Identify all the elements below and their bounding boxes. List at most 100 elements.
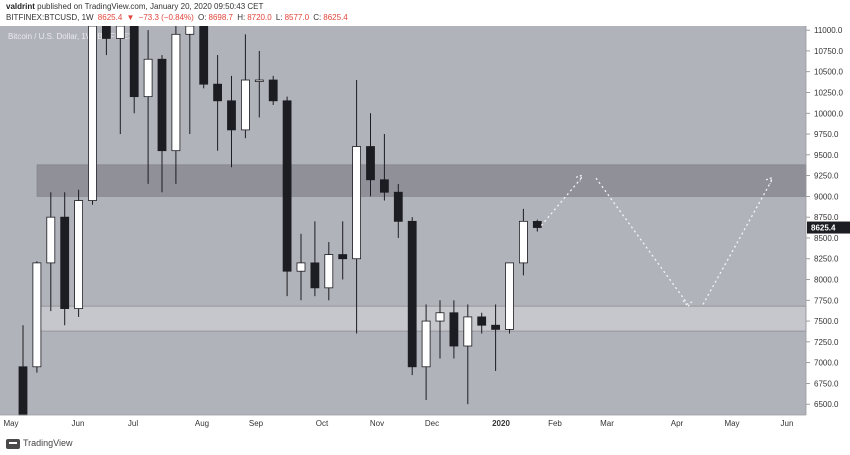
close-value: 8625.4 [323,13,348,22]
x-tick-label: May [724,419,739,428]
x-axis-band [0,415,850,433]
y-tick-label: 10250.0 [814,88,843,97]
projection-line [595,177,689,305]
high-value: 8720.0 [247,13,272,22]
x-tick-label: Oct [316,419,329,428]
y-tick-label: 7000.0 [814,359,839,368]
candle-body [282,100,292,272]
x-tick-label: Aug [195,419,209,428]
candle-body [310,262,320,289]
candle-body [115,25,125,39]
high-label: H: [237,13,246,22]
candle-body [227,100,236,131]
chart-title: Bitcoin / U.S. Dollar, 1W, BITFINEX [8,32,134,41]
open-label: O: [198,13,207,22]
candle-body [491,324,501,330]
candle-body [60,216,70,310]
x-tick-label: Jun [781,419,794,428]
last-price-tag [807,221,850,234]
candle-body [435,312,445,322]
plot-background [0,26,806,415]
candle-body [407,220,417,368]
candle-body [171,33,181,152]
y-tick-label: 9000.0 [814,192,839,201]
tradingview-logo-icon [6,438,20,449]
projection-line [540,176,583,226]
x-tick-label: Mar [600,419,614,428]
y-tick-label: 11000.0 [814,26,843,35]
candlestick-chart[interactable]: Bitcoin / U.S. Dollar, 1W, BITFINEX 6500.… [0,25,850,433]
y-tick-label: 6500.0 [814,400,839,409]
y-tick-label: 9250.0 [814,172,839,181]
candle-body [268,79,278,102]
candle-body [505,262,514,330]
candle-body [532,221,542,228]
chart-footer: TradingView [0,433,850,455]
support-zone [36,305,807,332]
x-tick-label: 2020 [492,419,510,428]
publish-info: published on TradingView.com, January 20… [37,2,264,11]
candle-body [379,179,389,193]
y-tick-label: 8750.0 [814,213,839,222]
y-tick-label: 10500.0 [814,68,843,77]
y-tick-label: 8250.0 [814,255,839,264]
candle-body [449,312,459,347]
candle-body [143,58,153,98]
x-tick-label: Nov [370,419,384,428]
candle-body [199,25,209,85]
x-tick-label: Feb [548,419,562,428]
x-tick-label: Apr [671,419,684,428]
candle-body [88,25,97,201]
close-label: C: [313,13,322,22]
y-tick-label: 9750.0 [814,130,839,139]
candle-body [185,25,195,35]
symbol-line: BITFINEX:BTCUSD, 1W 8625.4 ▼ −73.3 (−0.8… [6,13,350,22]
y-tick-label: 10000.0 [814,109,843,118]
y-tick-label: 10750.0 [814,47,843,56]
candle-body [393,191,403,222]
candle-body [32,262,42,368]
last-price: 8625.4 [97,13,123,22]
candle-body [352,146,362,260]
candle-body [240,79,250,131]
open-value: 8698.7 [208,13,233,22]
candle-body [338,254,348,260]
chart-area[interactable]: Bitcoin / U.S. Dollar, 1W, BITFINEX 6500.… [0,25,850,433]
y-axis-band [806,26,850,415]
y-tick-label: 8000.0 [814,276,839,285]
candle-body [324,254,334,289]
x-tick-label: Sep [249,419,264,428]
publish-line: valdrint published on TradingView.com, J… [6,2,263,11]
chart-header: valdrint published on TradingView.com, J… [0,0,850,26]
author-name[interactable]: valdrint [6,2,35,11]
last-price-tag-label: 8625.4 [811,224,836,233]
y-tick-label: 7750.0 [814,296,839,305]
candle-body [296,262,306,272]
x-tick-label: Jun [72,419,85,428]
low-label: L: [275,13,283,22]
candle-body [421,320,431,368]
low-value: 8577.0 [284,13,310,22]
candle-body [519,220,528,264]
y-tick-label: 7500.0 [814,317,839,326]
candle-body [254,79,264,82]
candle-body [129,25,139,98]
resistance-zone [36,164,807,197]
y-tick-label: 7250.0 [814,338,839,347]
candle-body [366,146,375,181]
candle-body [74,200,83,310]
candle-body [463,316,473,347]
candle-body [157,58,167,152]
symbol-label: BITFINEX:BTCUSD, 1W [6,13,94,22]
candle-body [213,83,223,102]
x-tick-label: May [3,419,18,428]
tradingview-logo[interactable]: TradingView [6,438,73,449]
change-arrow-icon: ▼ [126,13,135,22]
y-tick-label: 6750.0 [814,379,839,388]
projection-arrow-head [682,300,693,308]
y-tick-label: 8500.0 [814,234,839,243]
price-change: −73.3 (−0.84%) [138,13,194,22]
x-tick-label: Jul [128,419,138,428]
tradingview-brand: TradingView [23,438,73,448]
candle-body [46,216,56,264]
